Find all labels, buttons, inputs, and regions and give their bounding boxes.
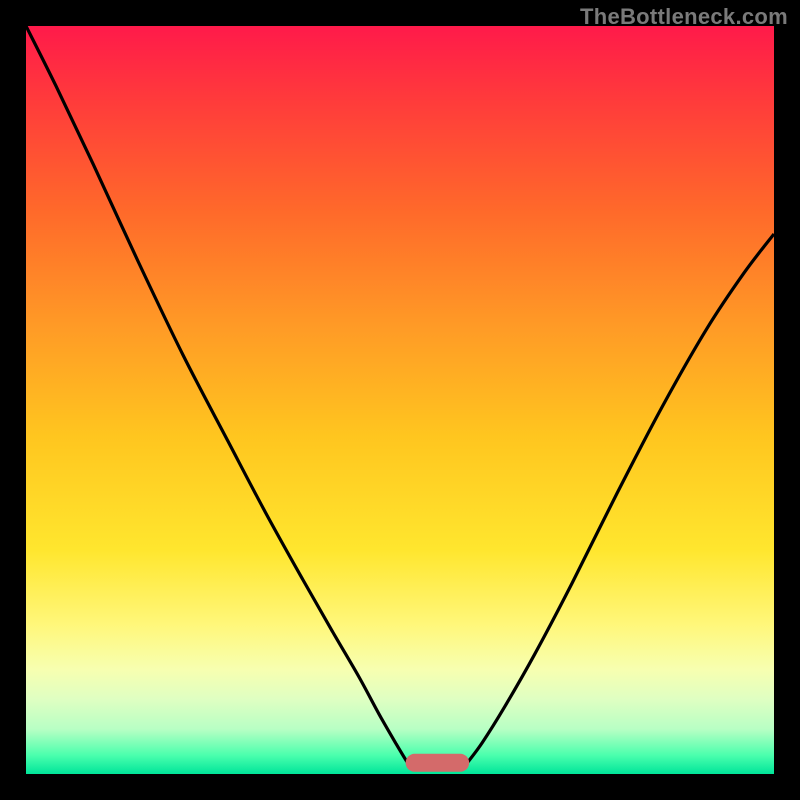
plot-background <box>26 26 774 774</box>
minimum-marker <box>406 754 470 772</box>
bottleneck-chart <box>0 0 800 800</box>
chart-frame: TheBottleneck.com <box>0 0 800 800</box>
watermark-label: TheBottleneck.com <box>580 4 788 30</box>
